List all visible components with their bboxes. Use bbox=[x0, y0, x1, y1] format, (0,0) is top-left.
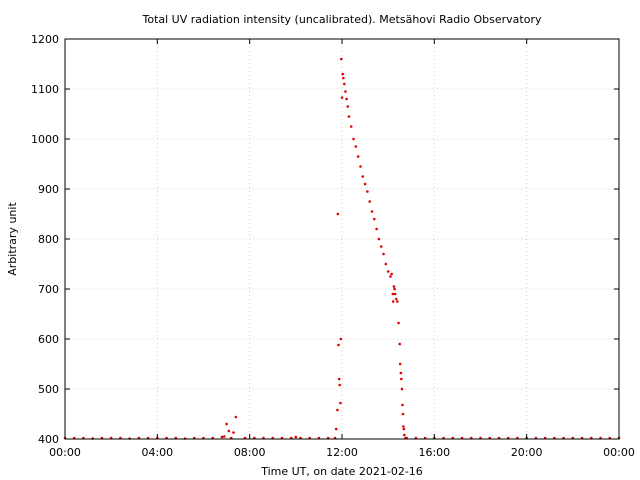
data-point bbox=[338, 383, 341, 387]
y-tick-label: 1100 bbox=[31, 83, 59, 96]
x-tick-label: 04:00 bbox=[141, 446, 173, 459]
data-point bbox=[361, 175, 365, 178]
data-point bbox=[334, 427, 338, 431]
data-point bbox=[384, 262, 388, 266]
y-tick-label: 1200 bbox=[31, 33, 59, 46]
y-tick-label: 900 bbox=[38, 183, 59, 196]
chart-title: Total UV radiation intensity (uncalibrat… bbox=[142, 13, 542, 26]
data-point bbox=[377, 237, 381, 241]
data-point bbox=[349, 125, 353, 128]
data-point bbox=[336, 212, 340, 216]
data-point bbox=[394, 297, 398, 301]
axis-ticks: 00:00 04:00 08:00 12:00 16:00 20:00 00:0040050… bbox=[31, 33, 635, 459]
y-tick-label: 400 bbox=[38, 433, 59, 446]
x-tick-label: 16:00 bbox=[418, 446, 450, 459]
y-tick-label: 1000 bbox=[31, 133, 59, 146]
data-point bbox=[393, 292, 397, 296]
gridlines bbox=[65, 39, 619, 439]
data-point bbox=[399, 371, 403, 375]
x-tick-label: 08:00 bbox=[234, 446, 266, 459]
data-point bbox=[396, 300, 399, 303]
data-point bbox=[352, 137, 355, 141]
data-point bbox=[400, 387, 404, 391]
y-axis-label: Arbitrary unit bbox=[6, 202, 19, 276]
data-point bbox=[339, 337, 343, 341]
data-point bbox=[347, 115, 351, 118]
data-point bbox=[373, 217, 376, 221]
y-tick-label: 700 bbox=[38, 283, 59, 296]
data-point bbox=[392, 285, 396, 288]
data-point bbox=[379, 245, 383, 248]
x-tick-label: 00:00 bbox=[49, 446, 81, 459]
data-point bbox=[401, 403, 404, 407]
data-point bbox=[359, 165, 362, 168]
data-point bbox=[234, 415, 238, 419]
data-point bbox=[337, 343, 340, 347]
y-tick-label: 800 bbox=[38, 233, 59, 246]
data-point bbox=[398, 362, 402, 366]
data-point bbox=[393, 287, 396, 291]
data-point bbox=[294, 435, 298, 439]
data-point bbox=[370, 210, 374, 213]
x-tick-label: 12:00 bbox=[326, 446, 358, 459]
data-point bbox=[398, 342, 402, 346]
data-point bbox=[375, 227, 378, 231]
data-point bbox=[391, 300, 395, 303]
data-point bbox=[386, 270, 390, 273]
data-point bbox=[402, 425, 405, 428]
data-point bbox=[227, 429, 231, 433]
data-point bbox=[389, 275, 392, 278]
data-point bbox=[382, 252, 385, 256]
x-axis-label: Time UT, on date 2021-02-16 bbox=[260, 465, 423, 478]
data-point bbox=[346, 105, 350, 108]
data-point bbox=[341, 72, 344, 76]
data-point bbox=[397, 321, 400, 325]
data-point bbox=[391, 292, 395, 296]
data-point bbox=[345, 97, 348, 101]
data-point bbox=[232, 431, 235, 434]
data-point bbox=[363, 182, 367, 186]
data-point bbox=[337, 377, 341, 381]
y-tick-label: 600 bbox=[38, 333, 59, 346]
data-point bbox=[344, 90, 347, 93]
data-point bbox=[401, 412, 405, 416]
data-point bbox=[403, 433, 406, 437]
data-point bbox=[368, 200, 372, 203]
y-tick-label: 500 bbox=[38, 383, 59, 396]
data-point bbox=[220, 435, 224, 439]
data-point bbox=[339, 401, 342, 405]
data-point bbox=[340, 57, 343, 61]
data-point bbox=[342, 76, 345, 80]
data-point bbox=[222, 435, 226, 438]
data-point bbox=[390, 272, 393, 276]
data-point bbox=[356, 155, 360, 158]
data-point bbox=[343, 82, 346, 86]
data-point bbox=[336, 408, 339, 412]
data-point bbox=[225, 422, 228, 426]
data-point bbox=[402, 427, 406, 431]
data-point bbox=[354, 145, 358, 148]
data-point bbox=[340, 96, 344, 99]
data-point bbox=[366, 190, 369, 193]
data-point bbox=[400, 377, 403, 381]
x-tick-label: 00:00 bbox=[603, 446, 635, 459]
x-tick-label: 20:00 bbox=[511, 446, 543, 459]
